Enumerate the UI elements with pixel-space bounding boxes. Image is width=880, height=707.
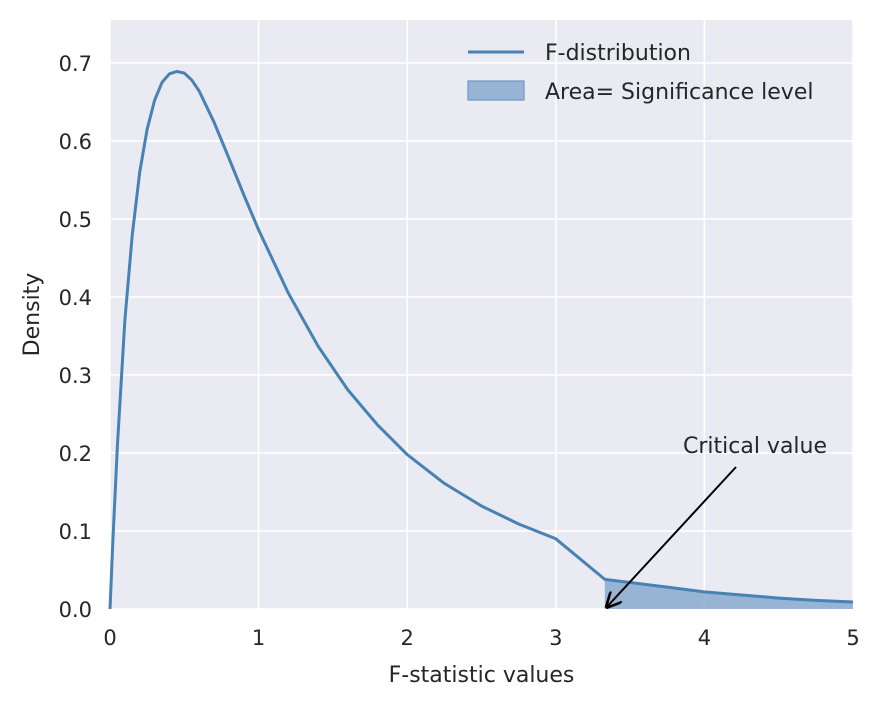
legend-label-f-distribution: F-distribution xyxy=(545,41,691,66)
y-tick-label-4: 0.4 xyxy=(59,286,92,310)
x-axis-ticks: 0 1 2 3 4 5 xyxy=(103,626,859,650)
y-axis-ticks: 0.0 0.1 0.2 0.3 0.4 0.5 0.6 0.7 xyxy=(59,52,92,622)
y-tick-label-0: 0.0 xyxy=(59,598,92,622)
y-tick-label-6: 0.6 xyxy=(59,130,92,154)
x-tick-label-3: 3 xyxy=(549,626,562,650)
critical-value-arrow xyxy=(607,466,737,607)
x-tick-label-4: 4 xyxy=(698,626,711,650)
x-tick-label-2: 2 xyxy=(401,626,414,650)
grid-lines xyxy=(109,20,854,610)
legend: F-distribution Area= Significance level xyxy=(467,41,813,105)
x-tick-label-1: 1 xyxy=(252,626,265,650)
y-tick-label-5: 0.5 xyxy=(59,208,92,232)
x-tick-label-0: 0 xyxy=(103,626,116,650)
y-tick-label-3: 0.3 xyxy=(59,364,92,388)
y-tick-label-2: 0.2 xyxy=(59,442,92,466)
y-tick-label-7: 0.7 xyxy=(59,52,92,76)
x-tick-label-5: 5 xyxy=(846,626,859,650)
x-axis-label: F-statistic values xyxy=(389,663,575,688)
legend-label-area: Area= Significance level xyxy=(545,80,813,105)
critical-value-annotation: Critical value xyxy=(683,434,827,459)
y-axis-label: Density xyxy=(20,273,45,357)
f-distribution-line xyxy=(108,69,854,610)
plot-area xyxy=(110,20,853,609)
legend-swatch-area xyxy=(467,80,525,101)
y-tick-label-1: 0.1 xyxy=(59,520,92,544)
